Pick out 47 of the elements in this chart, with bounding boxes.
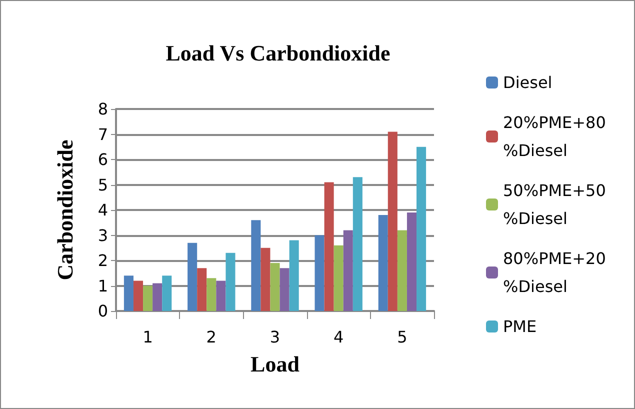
bar	[352, 177, 362, 311]
y-tick-label: 3	[98, 226, 108, 245]
bar	[197, 268, 207, 311]
y-tick-label: 2	[98, 251, 108, 270]
legend-label: Diesel	[503, 73, 552, 92]
bar	[324, 182, 334, 311]
x-tick-label: 2	[206, 328, 216, 346]
bar	[152, 283, 162, 311]
legend-label: 50%PME+50%Diesel	[503, 181, 606, 228]
bar	[124, 276, 134, 311]
bar	[188, 242, 198, 311]
x-tick-label: 3	[270, 328, 280, 346]
bar	[251, 220, 261, 311]
legend-label: PME	[503, 317, 537, 336]
bar	[162, 276, 172, 311]
x-tick-label: 1	[142, 328, 153, 346]
bar	[133, 280, 144, 311]
y-tick-label: 4	[98, 200, 108, 220]
bar	[289, 240, 299, 311]
bar	[314, 235, 324, 311]
bar	[406, 212, 417, 311]
x-tick-label: 5	[397, 328, 408, 346]
x-tick-label: 4	[334, 328, 344, 346]
bar	[343, 230, 353, 311]
bar	[334, 245, 344, 311]
bar	[270, 263, 280, 311]
bar	[378, 215, 388, 311]
chart-title: Load Vs Carbondioxide	[166, 40, 391, 66]
bar	[280, 268, 290, 311]
y-tick-label: 0	[98, 302, 108, 320]
legend-label: 20%PME+80%Diesel	[503, 113, 606, 160]
y-tick-label: 8	[98, 100, 108, 118]
y-tick-label: 1	[98, 276, 108, 296]
bar	[416, 146, 426, 311]
bar	[226, 252, 236, 311]
bar	[260, 248, 270, 311]
bar	[206, 278, 216, 311]
x-axis-title: Load	[250, 352, 300, 376]
bar	[397, 230, 407, 311]
y-axis-title: Carbondioxide	[52, 139, 78, 280]
legend-label: 80%PME+20%Diesel	[503, 249, 606, 296]
y-tick-label: 5	[98, 175, 108, 194]
bar	[143, 286, 153, 311]
bar	[216, 280, 226, 311]
bar	[388, 132, 398, 311]
y-tick-label: 7	[98, 124, 108, 144]
y-tick-label: 6	[98, 150, 108, 169]
